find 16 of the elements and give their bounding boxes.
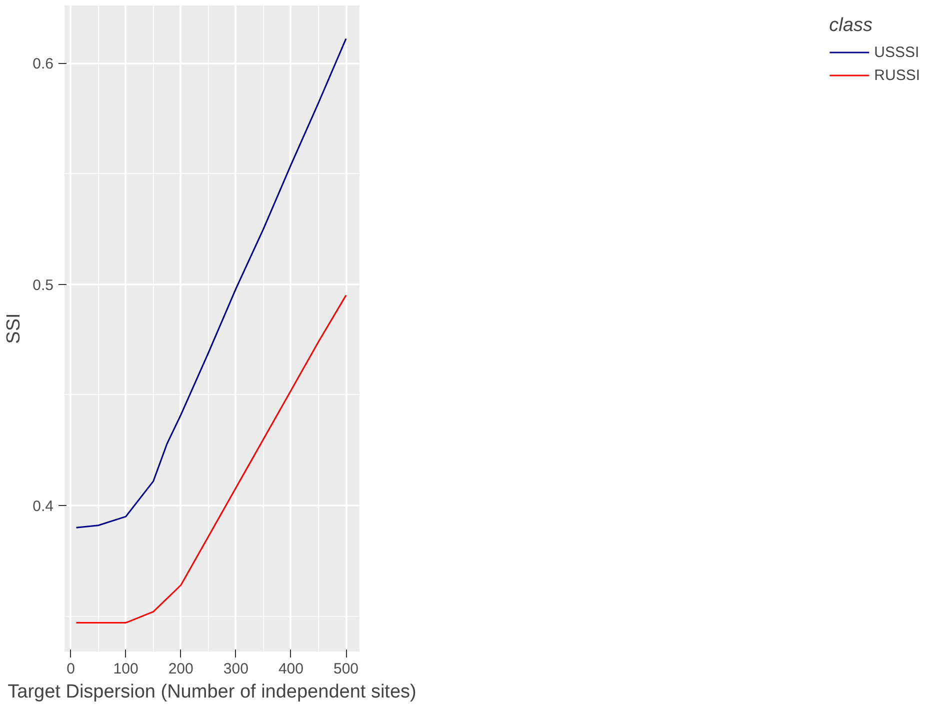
y-tick-label: 0.6 — [32, 56, 54, 73]
line-series — [76, 294, 347, 624]
x-tick-label: 200 — [168, 660, 194, 678]
x-tick-label: 500 — [334, 660, 359, 678]
x-tick-label: 400 — [278, 660, 304, 678]
x-axis-title: Target Dispersion (Number of independent sites) — [8, 682, 416, 702]
line-series — [76, 38, 347, 528]
legend-label: USSSI — [874, 44, 920, 60]
x-tick-label: 0 — [66, 660, 75, 678]
y-tick-label: 0.4 — [32, 498, 54, 515]
legend-label: RUSSI — [874, 66, 920, 84]
y-axis-title: SSI — [4, 313, 25, 344]
y-tick-label: 0.5 — [32, 276, 54, 294]
x-tick-label: 100 — [113, 660, 138, 678]
x-tick-label: 300 — [223, 660, 248, 678]
legend-title: class — [829, 15, 874, 37]
